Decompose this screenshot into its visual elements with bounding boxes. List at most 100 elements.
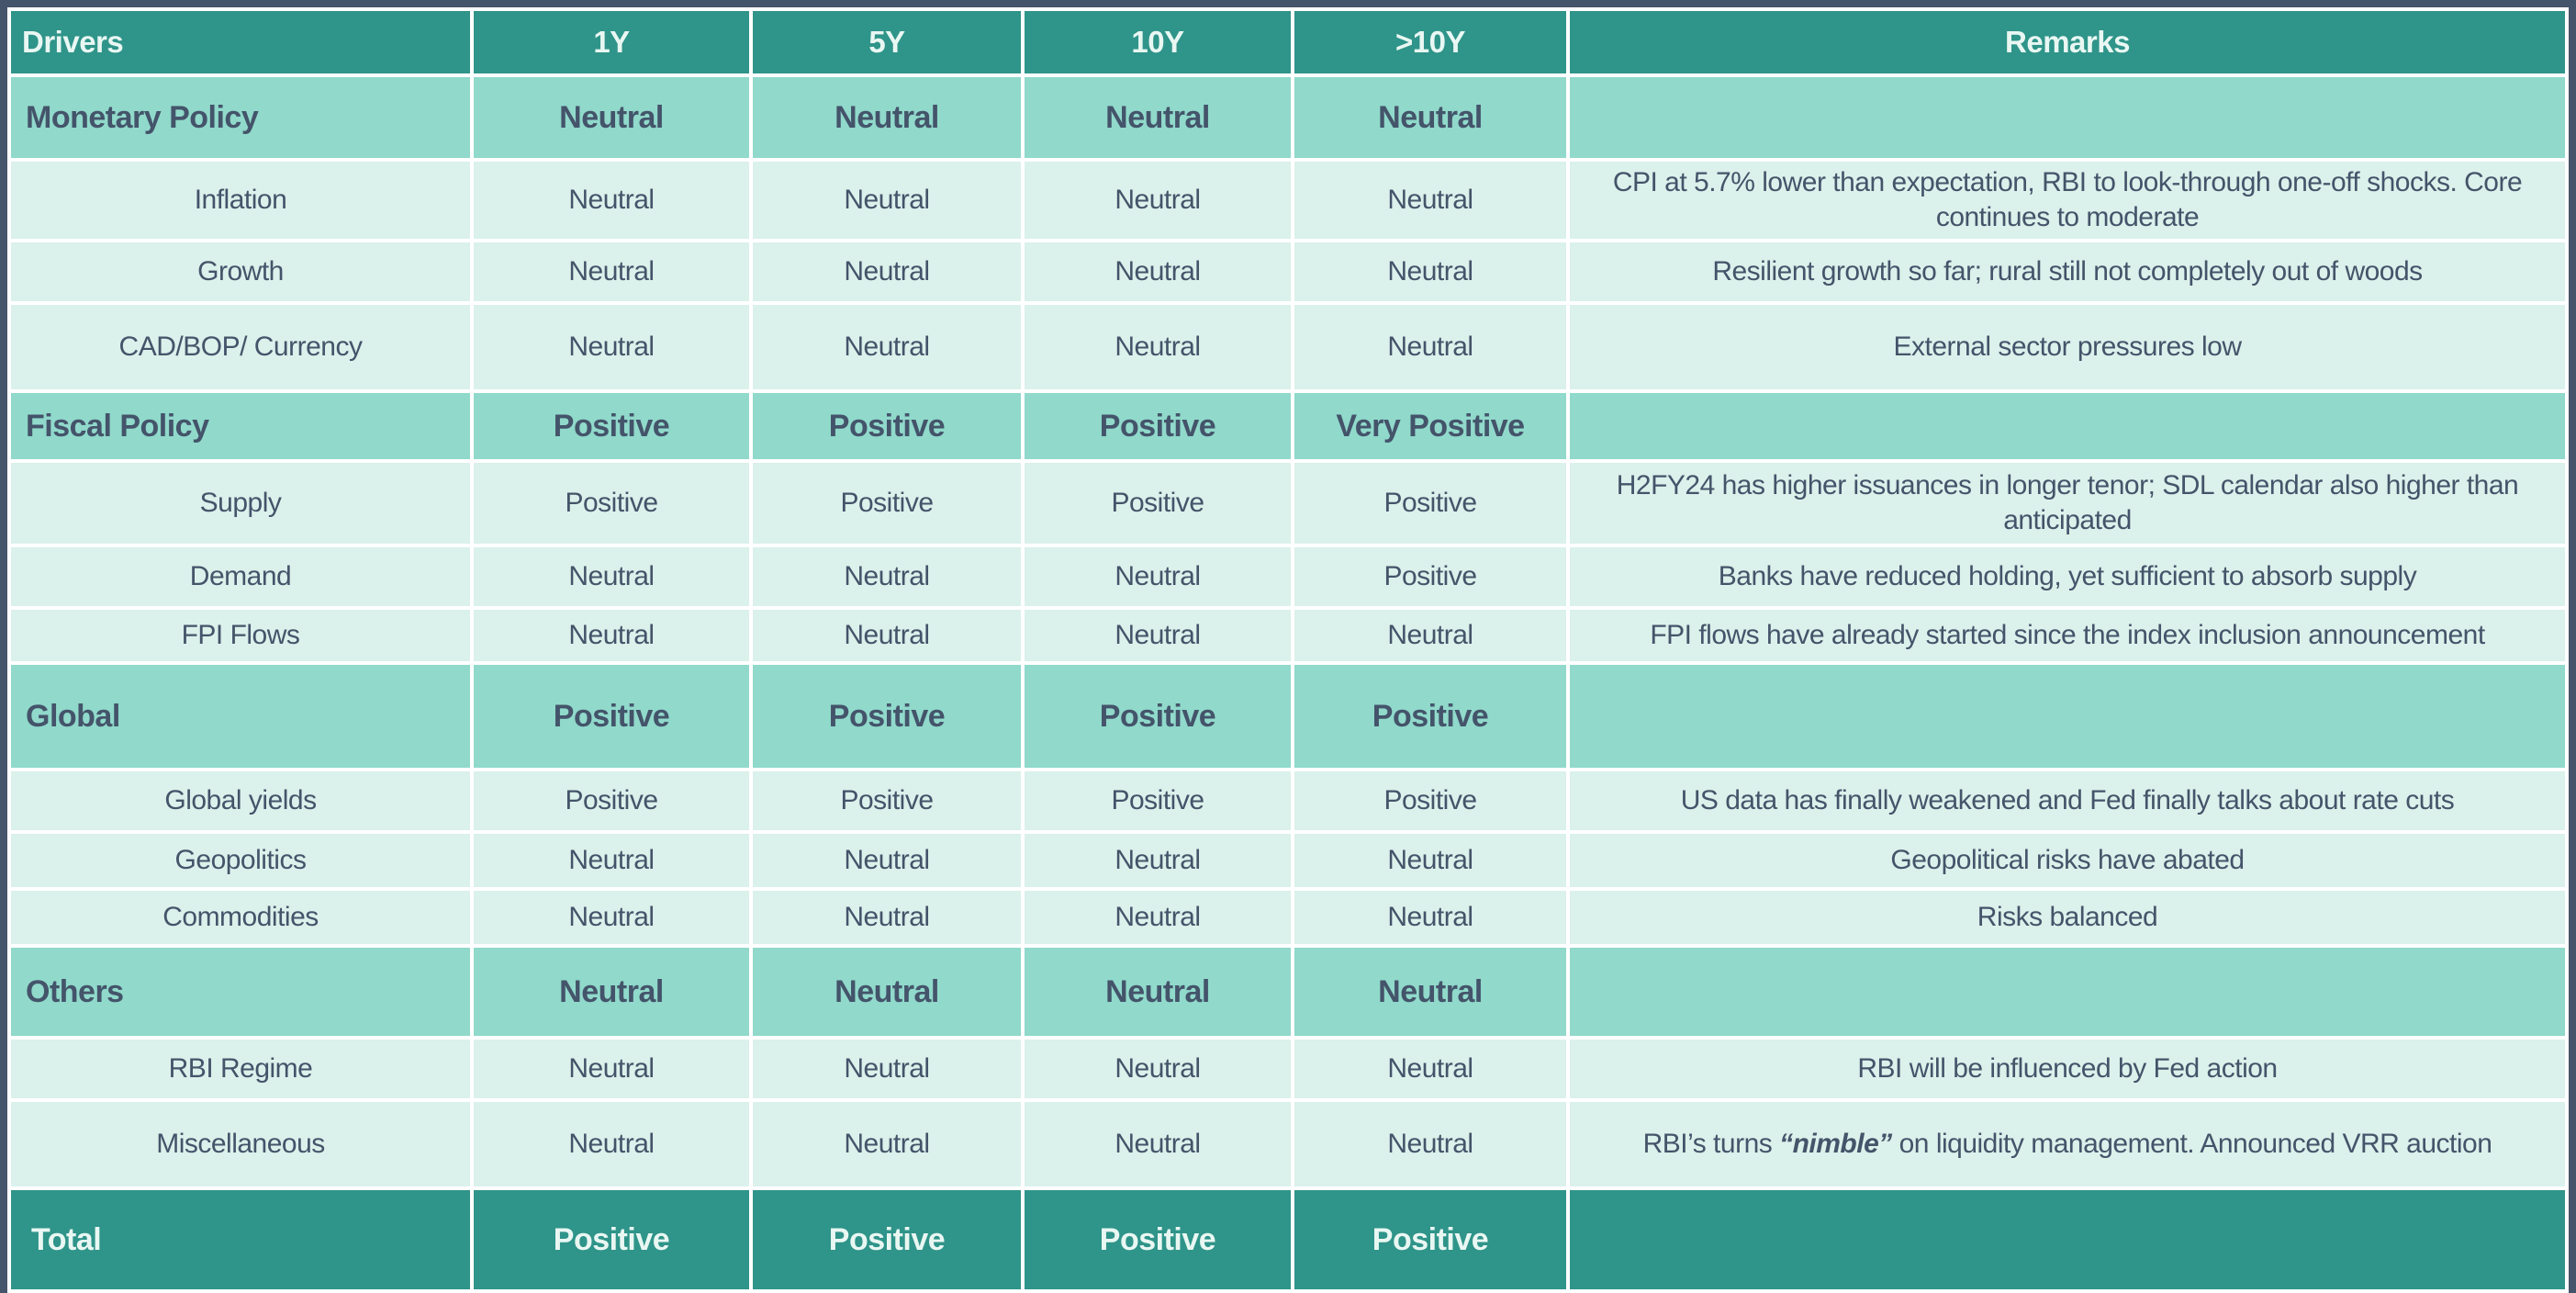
driver-item-row: Commodities Neutral Neutral Neutral Neutral R… <box>11 891 2565 944</box>
rating-cell: Positive <box>1025 393 1291 459</box>
rating-cell: Positive <box>474 771 749 830</box>
remark-cell: RBI will be influenced by Fed action <box>1570 1040 2565 1098</box>
rating-cell: Neutral <box>474 834 749 887</box>
driver-label: FPI Flows <box>11 610 470 661</box>
rating-cell: Neutral <box>753 948 1021 1036</box>
remark-cell <box>1570 665 2565 768</box>
driver-total-row: Total Positive Positive Positive Positive <box>11 1190 2565 1289</box>
driver-label: Global <box>11 665 470 768</box>
rating-cell: Neutral <box>1294 834 1566 887</box>
rating-cell: Neutral <box>474 1102 749 1186</box>
rating-cell: Neutral <box>1294 242 1566 301</box>
driver-label: Others <box>11 948 470 1036</box>
rating-cell: Positive <box>753 463 1021 544</box>
rating-cell: Neutral <box>1294 305 1566 389</box>
driver-item-row: FPI Flows Neutral Neutral Neutral Neutral FPI… <box>11 610 2565 661</box>
rating-cell: Neutral <box>474 77 749 158</box>
header-10y: 10Y <box>1025 11 1291 73</box>
remark-cell: CPI at 5.7% lower than expectation, RBI … <box>1570 162 2565 239</box>
driver-item-row: CAD/BOP/ Currency Neutral Neutral Neutral Ne… <box>11 305 2565 389</box>
rating-cell: Neutral <box>1025 948 1291 1036</box>
driver-label: Growth <box>11 242 470 301</box>
driver-item-row: Miscellaneous Neutral Neutral Neutral Neutra… <box>11 1102 2565 1186</box>
rating-cell: Positive <box>474 665 749 768</box>
remark-cell <box>1570 393 2565 459</box>
remark-cell: Resilient growth so far; rural still not… <box>1570 242 2565 301</box>
rating-cell: Very Positive <box>1294 393 1566 459</box>
driver-label: Inflation <box>11 162 470 239</box>
rating-cell: Neutral <box>753 305 1021 389</box>
driver-label: Total <box>11 1190 470 1289</box>
rating-cell: Neutral <box>1025 77 1291 158</box>
driver-item-row: Growth Neutral Neutral Neutral Neutral Resili… <box>11 242 2565 301</box>
rating-cell: Neutral <box>1294 1040 1566 1098</box>
remark-cell: Risks balanced <box>1570 891 2565 944</box>
rating-cell: Positive <box>1294 463 1566 544</box>
rating-cell: Positive <box>753 393 1021 459</box>
driver-item-row: Supply Positive Positive Positive Positive H2… <box>11 463 2565 544</box>
remark-text: RBI’s turns <box>1642 1128 1780 1159</box>
rating-cell: Neutral <box>1025 834 1291 887</box>
rating-cell: Neutral <box>474 547 749 606</box>
driver-item-row: Demand Neutral Neutral Neutral Positive Banks… <box>11 547 2565 606</box>
remark-cell: US data has finally weakened and Fed fin… <box>1570 771 2565 830</box>
rating-cell: Positive <box>1025 771 1291 830</box>
remark-cell: H2FY24 has higher issuances in longer te… <box>1570 463 2565 544</box>
rating-cell: Neutral <box>753 162 1021 239</box>
remark-cell: Banks have reduced holding, yet sufficie… <box>1570 547 2565 606</box>
driver-label: Fiscal Policy <box>11 393 470 459</box>
rating-cell: Neutral <box>474 305 749 389</box>
rating-cell: Neutral <box>474 1040 749 1098</box>
remark-text: on liquidity management. Announced VRR a… <box>1891 1128 2492 1159</box>
driver-category-row: Global Positive Positive Positive Positive <box>11 665 2565 768</box>
driver-category-row: Fiscal Policy Positive Positive Positive Ver… <box>11 393 2565 459</box>
rating-cell: Neutral <box>1025 1102 1291 1186</box>
rating-cell: Neutral <box>1025 547 1291 606</box>
driver-label: RBI Regime <box>11 1040 470 1098</box>
rating-cell: Neutral <box>1025 242 1291 301</box>
remark-emphasis-text: “nimble” <box>1779 1128 1892 1159</box>
driver-item-row: RBI Regime Neutral Neutral Neutral Neutral RB… <box>11 1040 2565 1098</box>
rating-cell: Positive <box>474 463 749 544</box>
driver-label: Geopolitics <box>11 834 470 887</box>
rating-cell: Neutral <box>1294 1102 1566 1186</box>
driver-label: Demand <box>11 547 470 606</box>
table-body: Monetary Policy Neutral Neutral Neutral Neut… <box>11 77 2565 1289</box>
rating-cell: Positive <box>474 1190 749 1289</box>
rating-cell: Neutral <box>1294 891 1566 944</box>
rating-cell: Neutral <box>474 891 749 944</box>
header-1y: 1Y <box>474 11 749 73</box>
header-drivers: Drivers <box>11 11 470 73</box>
header-row: Drivers 1Y 5Y 10Y >10Y Remarks <box>11 11 2565 73</box>
rating-cell: Neutral <box>474 610 749 661</box>
rating-cell: Positive <box>1294 547 1566 606</box>
rating-cell: Neutral <box>474 242 749 301</box>
header-remarks: Remarks <box>1570 11 2565 73</box>
rating-cell: Positive <box>1294 665 1566 768</box>
rating-cell: Neutral <box>753 834 1021 887</box>
rating-cell: Neutral <box>753 1040 1021 1098</box>
rating-cell: Positive <box>1294 771 1566 830</box>
remark-cell: RBI’s turns “nimble” on liquidity manage… <box>1570 1102 2565 1186</box>
rating-cell: Neutral <box>474 162 749 239</box>
rating-cell: Positive <box>753 1190 1021 1289</box>
remark-cell <box>1570 77 2565 158</box>
drivers-outlook-table: Drivers 1Y 5Y 10Y >10Y Remarks Monetary … <box>7 7 2569 1293</box>
remark-cell <box>1570 1190 2565 1289</box>
rating-cell: Neutral <box>753 1102 1021 1186</box>
driver-category-row: Others Neutral Neutral Neutral Neutral <box>11 948 2565 1036</box>
driver-label: Commodities <box>11 891 470 944</box>
remark-cell <box>1570 948 2565 1036</box>
remark-cell: External sector pressures low <box>1570 305 2565 389</box>
rating-cell: Positive <box>474 393 749 459</box>
rating-cell: Neutral <box>753 891 1021 944</box>
rating-cell: Neutral <box>753 242 1021 301</box>
driver-item-row: Inflation Neutral Neutral Neutral Neutral CPI… <box>11 162 2565 239</box>
rating-cell: Positive <box>1025 463 1291 544</box>
rating-cell: Positive <box>1025 665 1291 768</box>
driver-label: Miscellaneous <box>11 1102 470 1186</box>
rating-cell: Positive <box>1025 1190 1291 1289</box>
rating-cell: Positive <box>1294 1190 1566 1289</box>
driver-label: Global yields <box>11 771 470 830</box>
remark-cell: Geopolitical risks have abated <box>1570 834 2565 887</box>
